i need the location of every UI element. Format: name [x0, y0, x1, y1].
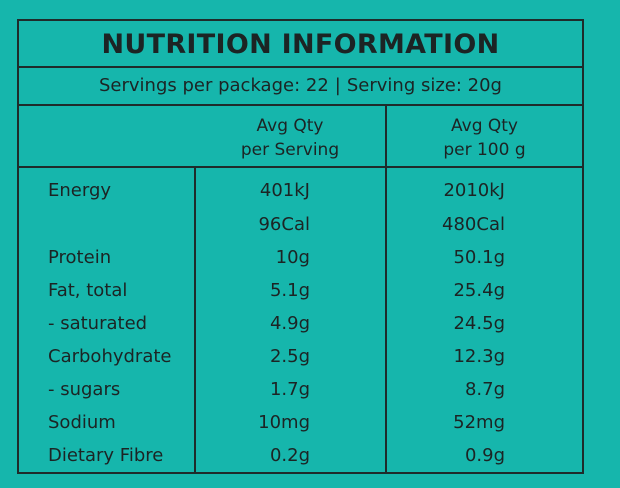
per-100g-value: 2010kJ	[443, 180, 505, 201]
header-per-100g: Avg Qty per 100 g	[385, 106, 582, 166]
per-100g-value: 24.5g	[453, 313, 505, 334]
column-divider	[385, 168, 387, 474]
per-serving-value: 401kJ	[259, 180, 310, 201]
nutrient-label: Carbohydrate	[48, 346, 172, 367]
nutrition-table-body: Energy 401kJ 2010kJ 96Cal 480Cal Protein…	[19, 168, 582, 474]
table-row: Sodium 10mg 52mg	[19, 406, 582, 439]
servings-separator: |	[334, 75, 341, 96]
table-row: - saturated 4.9g 24.5g	[19, 307, 582, 340]
per-serving-value: 10g	[275, 247, 310, 268]
header-per-100g-line2: per 100 g	[443, 140, 526, 160]
per-serving-value: 5.1g	[269, 280, 310, 301]
servings-per-package: Servings per package: 22	[98, 75, 329, 96]
table-row: Carbohydrate 2.5g 12.3g	[19, 340, 582, 373]
per-serving-value: 0.2g	[269, 445, 310, 466]
per-100g-value: 12.3g	[453, 346, 505, 367]
per-serving-value: 4.9g	[269, 313, 310, 334]
per-100g-value: 50.1g	[453, 247, 505, 268]
nutrient-label: - saturated	[48, 313, 148, 334]
per-serving-value: 2.5g	[269, 346, 310, 367]
nutrient-label: Fat, total	[48, 280, 128, 301]
column-headers: Avg Qty per Serving Avg Qty per 100 g	[19, 106, 582, 168]
per-100g-value: 0.9g	[464, 445, 505, 466]
nutrient-label: Sodium	[48, 412, 116, 433]
serving-size: Serving size: 20g	[346, 75, 502, 96]
table-row: - sugars 1.7g 8.7g	[19, 373, 582, 406]
nutrient-label: Energy	[48, 180, 112, 201]
nutrition-panel: NUTRITION INFORMATION Servings per packa…	[17, 19, 584, 474]
per-serving-value: 96Cal	[258, 214, 310, 235]
table-row: 96Cal 480Cal	[19, 208, 582, 241]
servings-info: Servings per package: 22 | Serving size: 2…	[19, 68, 582, 106]
per-100g-value: 52mg	[453, 412, 505, 433]
per-serving-value: 10mg	[258, 412, 310, 433]
per-100g-value: 8.7g	[464, 379, 505, 400]
nutrient-label: Dietary Fibre	[48, 445, 164, 466]
table-row: Dietary Fibre 0.2g 0.9g	[19, 439, 582, 472]
table-row: Energy 401kJ 2010kJ	[19, 174, 582, 207]
nutrient-label: - sugars	[48, 379, 121, 400]
panel-title: NUTRITION INFORMATION	[19, 21, 582, 68]
header-per-serving-line1: Avg Qty	[256, 116, 324, 136]
per-100g-value: 480Cal	[442, 214, 505, 235]
header-per-serving-line2: per Serving	[240, 140, 340, 160]
table-row: Fat, total 5.1g 25.4g	[19, 274, 582, 307]
per-serving-value: 1.7g	[269, 379, 310, 400]
column-divider	[194, 168, 196, 474]
nutrient-label: Protein	[48, 247, 112, 268]
header-per-100g-line1: Avg Qty	[451, 116, 518, 136]
header-per-serving: Avg Qty per Serving	[195, 106, 385, 166]
table-row: Protein 10g 50.1g	[19, 241, 582, 274]
per-100g-value: 25.4g	[453, 280, 505, 301]
